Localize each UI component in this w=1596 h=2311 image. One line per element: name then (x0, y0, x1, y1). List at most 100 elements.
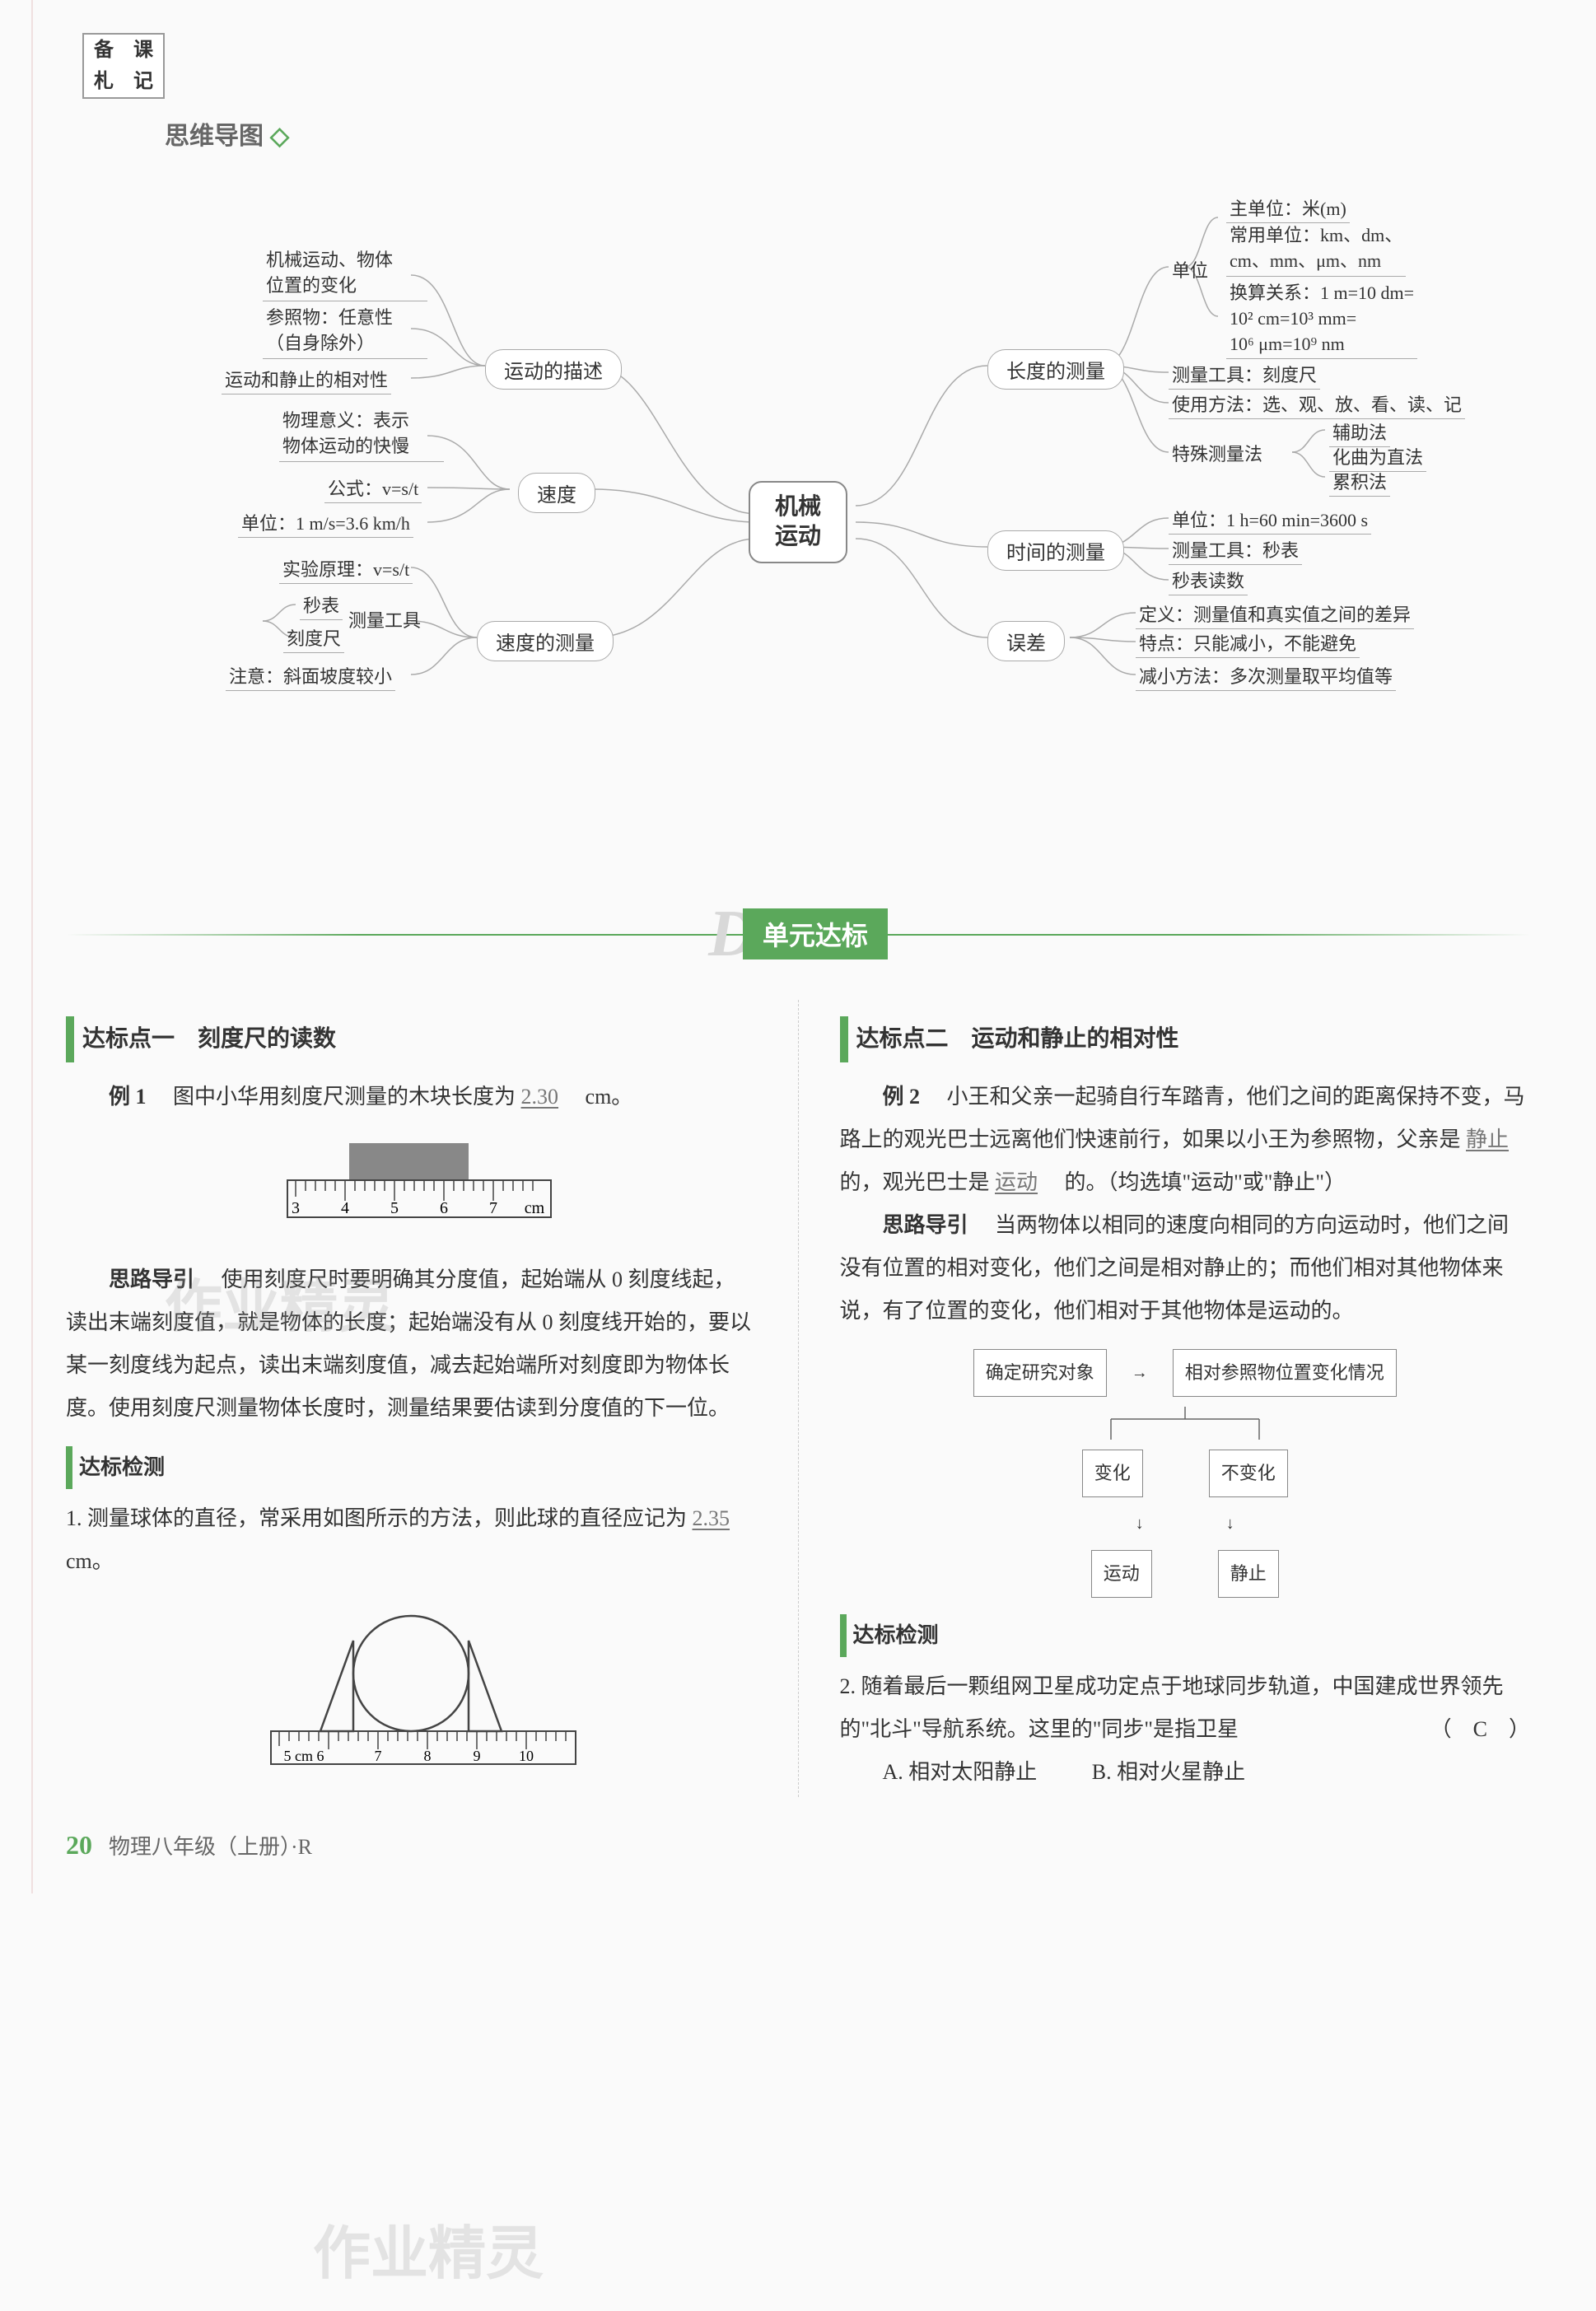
q2-options: A. 相对太阳静止 B. 相对火星静止 (840, 1751, 1531, 1794)
ex2-mid2: 的。（均选填"运动"或"静止"） (1043, 1170, 1346, 1194)
fc-box: 变化 (1082, 1450, 1143, 1497)
node-time: 时间的测量 (987, 530, 1124, 571)
mindmap-title: 思维导图 (165, 115, 1530, 152)
col2-title: 达标点二 运动和静止的相对性 (840, 1016, 1531, 1062)
node-speed: 速度 (518, 473, 595, 513)
check1-title: 达标检测 (66, 1446, 757, 1489)
col1-title: 达标点一 刻度尺的读数 (66, 1016, 757, 1062)
ruler2-svg: 5 cm 6 7 8 9 10 (238, 1599, 584, 1781)
svg-text:4: 4 (341, 1199, 349, 1217)
leaf: 刻度尺 (283, 623, 344, 653)
column-left: 达标点一 刻度尺的读数 例 1 图中小华用刻度尺测量的木块长度为 2.30 cm… (66, 1000, 757, 1797)
stamp-char: 备 (84, 39, 124, 63)
q2-opt-b: B. 相对火星静止 (1092, 1760, 1245, 1784)
leaf: 注意：斜面坡度较小 (226, 661, 395, 691)
leaf: 运动和静止的相对性 (222, 364, 391, 395)
svg-text:5 cm 6: 5 cm 6 (284, 1748, 324, 1764)
fc-box: 不变化 (1209, 1450, 1288, 1497)
column-right: 达标点二 运动和静止的相对性 例 2 小王和父亲一起骑自行车踏青，他们之间的距离… (840, 1000, 1531, 1797)
guide1: 思路导引 使用刻度尺时要明确其分度值，起始端从 0 刻度线起，读出末端刻度值，就… (66, 1258, 757, 1430)
leaf: 测量工具：刻度尺 (1169, 359, 1320, 390)
fc-box: 运动 (1091, 1550, 1152, 1598)
example2: 例 2 小王和父亲一起骑自行车踏青，他们之间的距离保持不变，马路上的观光巴士远离… (840, 1076, 1531, 1204)
flowchart: 确定研究对象 → 相对参照物位置变化情况 变化 不变化 ↓ ↓ 运动 静止 (840, 1349, 1531, 1598)
stamp-box: 备 课 札 记 (82, 33, 165, 99)
guide2: 思路导引 当两物体以相同的速度向相同的方向运动时，他们之间没有位置的相对变化，他… (840, 1204, 1531, 1333)
arrow-icon: ↓ (1136, 1507, 1144, 1540)
ex1-answer: 2.30 (521, 1085, 559, 1109)
column-divider (798, 1000, 799, 1797)
guide1-label: 思路导引 (109, 1268, 194, 1291)
page-footer: 20 物理八年级（上册）·R (66, 1830, 1530, 1860)
leaf: 使用方法：选、观、放、看、读、记 (1169, 389, 1465, 419)
leaf: 公式：v=s/t (324, 473, 422, 503)
example1: 例 1 图中小华用刻度尺测量的木块长度为 2.30 cm。 (66, 1076, 757, 1118)
fc-box: 相对参照物位置变化情况 (1173, 1349, 1397, 1397)
svg-text:7: 7 (375, 1748, 382, 1764)
fc-box: 静止 (1218, 1550, 1279, 1598)
arrow-icon: ↓ (1226, 1507, 1234, 1540)
ruler1-svg: 3 4 5 6 7 cm (254, 1135, 567, 1242)
leaf: 秒表读数 (1169, 565, 1248, 595)
svg-text:7: 7 (489, 1199, 497, 1217)
ruler-figure-2: 5 cm 6 7 8 9 10 (66, 1599, 757, 1781)
q1-text: 1. 测量球体的直径，常采用如图所示的方法，则此球的直径应记为 (66, 1506, 687, 1530)
q2-answer: （ C ） (1430, 1708, 1530, 1751)
guide2-label: 思路导引 (883, 1213, 968, 1237)
footer-label: 物理八年级（上册）·R (109, 1830, 312, 1860)
leaf: 机械运动、物体位置的变化 (263, 246, 427, 301)
leaf: 单位：1 h=60 min=3600 s (1169, 504, 1371, 535)
leaf-label: 特殊测量法 (1169, 438, 1266, 468)
ex1-unit: cm。 (564, 1085, 633, 1109)
leaf: 参照物：任意性（自身除外） (263, 304, 427, 359)
svg-text:6: 6 (440, 1199, 448, 1217)
ex2-label: 例 2 (883, 1085, 921, 1109)
mindmap: 机械运动 运动的描述 速度 速度的测量 长度的测量 时间的测量 误差 机械运动、… (98, 176, 1498, 852)
node-length: 长度的测量 (987, 349, 1124, 390)
node-speed-measure: 速度的测量 (477, 621, 614, 661)
q1-answer: 2.35 (693, 1506, 730, 1530)
page-number: 20 (66, 1830, 92, 1860)
q1: 1. 测量球体的直径，常采用如图所示的方法，则此球的直径应记为 2.35 cm。 (66, 1497, 757, 1583)
leaf: 物理意义：表示物体运动的快慢 (279, 407, 444, 462)
center-label: 机械运动 (775, 493, 821, 553)
stamp-char: 记 (124, 70, 163, 94)
q2-text: 2. 随着最后一颗组网卫星成功定点于地球同步轨道，中国建成世界领先的"北斗"导航… (840, 1674, 1504, 1741)
leaf: 单位：1 m/s=3.6 km/h (238, 507, 413, 538)
leaf: 特点：只能减小，不能避免 (1136, 628, 1360, 658)
svg-text:10: 10 (519, 1748, 534, 1764)
svg-text:9: 9 (474, 1748, 481, 1764)
svg-text:5: 5 (390, 1199, 399, 1217)
leaf: 累积法 (1329, 466, 1390, 497)
watermark: 作业精灵 (313, 2207, 544, 2290)
svg-text:3: 3 (292, 1199, 300, 1217)
leaf: 减小方法：多次测量取平均值等 (1136, 661, 1396, 691)
leaf: 换算关系：1 m=10 dm=10² cm=10³ mm=10⁶ μm=10⁹ … (1226, 279, 1417, 359)
margin-line (31, 0, 33, 1893)
node-desc: 运动的描述 (485, 349, 622, 390)
ex1-label: 例 1 (109, 1085, 147, 1109)
q2-opt-a: A. 相对太阳静止 (883, 1760, 1038, 1784)
fc-connector (1062, 1407, 1309, 1440)
ex2-ans1: 静止 (1466, 1127, 1509, 1151)
svg-text:8: 8 (424, 1748, 432, 1764)
arrow-icon: → (1132, 1356, 1148, 1389)
center-node: 机械运动 (749, 481, 847, 563)
ruler-figure-1: 3 4 5 6 7 cm (66, 1135, 757, 1242)
q2: 2. 随着最后一颗组网卫星成功定点于地球同步轨道，中国建成世界领先的"北斗"导航… (840, 1665, 1531, 1751)
banner-label: 单元达标 (743, 908, 888, 959)
ex2-ans2: 运动 (995, 1170, 1038, 1194)
leaf-label: 测量工具 (345, 605, 424, 634)
leaf: 秒表 (300, 590, 343, 620)
ex2-text: 小王和父亲一起骑自行车踏青，他们之间的距离保持不变，马路上的观光巴士远离他们快速… (840, 1085, 1525, 1151)
leaf: 主单位：米(m) (1226, 193, 1350, 223)
leaf: 常用单位：km、dm、cm、mm、μm、nm (1226, 222, 1406, 277)
stamp-char: 札 (84, 70, 124, 94)
node-error: 误差 (987, 621, 1065, 661)
check2-title: 达标检测 (840, 1614, 1531, 1657)
leaf-label: 单位 (1169, 254, 1211, 284)
content-columns: 达标点一 刻度尺的读数 例 1 图中小华用刻度尺测量的木块长度为 2.30 cm… (66, 1000, 1530, 1797)
svg-text:cm: cm (525, 1199, 545, 1217)
fc-box: 确定研究对象 (973, 1349, 1107, 1397)
leaf: 实验原理：v=s/t (279, 553, 413, 584)
